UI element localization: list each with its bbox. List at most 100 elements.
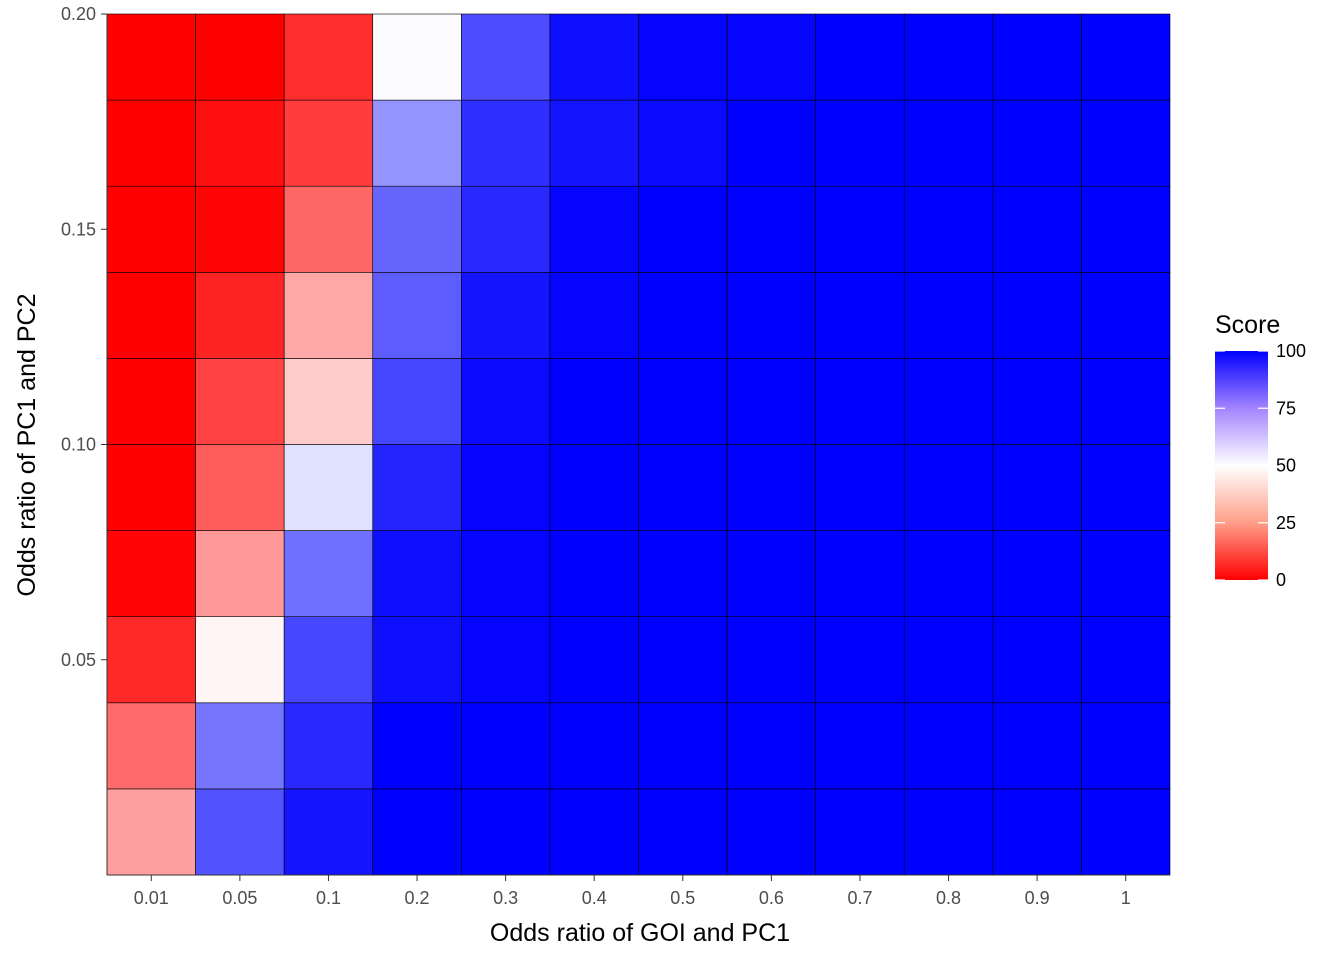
heatmap-cell	[726, 530, 816, 617]
heatmap-cell	[283, 530, 374, 617]
heatmap-cell	[903, 185, 994, 273]
heatmap-cell	[195, 530, 285, 617]
x-tick-label: 0.05	[222, 888, 257, 908]
heatmap-cell	[549, 271, 639, 359]
x-tick-label: 0.7	[847, 888, 872, 908]
heatmap-cell	[1081, 99, 1171, 187]
legend-tick-label: 50	[1276, 456, 1296, 476]
heatmap-cell	[283, 99, 374, 187]
heatmap-cell	[638, 99, 728, 187]
x-tick-label: 0.01	[134, 888, 169, 908]
heatmap-cell	[1081, 358, 1171, 445]
heatmap-cell	[106, 99, 196, 187]
heatmap-cell	[815, 530, 905, 617]
heatmap-cell	[992, 444, 1082, 531]
y-tick-label: 0.15	[61, 219, 96, 239]
heatmap-cell	[726, 185, 816, 273]
heatmap-cell	[815, 444, 905, 531]
x-tick-label: 0.6	[759, 888, 784, 908]
heatmap-cell	[815, 358, 905, 445]
heatmap-cell	[726, 444, 816, 531]
heatmap-cell	[549, 702, 639, 790]
heatmap-cell	[903, 99, 994, 187]
y-tick-label: 0.10	[61, 435, 96, 455]
legend-title: Score	[1215, 311, 1280, 339]
heatmap-cell	[106, 702, 196, 790]
heatmap-cell	[106, 13, 196, 101]
color-legend: Score 0 25 50 75 100	[1215, 311, 1306, 590]
heatmap-cell	[726, 13, 816, 101]
heatmap-cell	[992, 13, 1082, 101]
heatmap-cell	[638, 358, 728, 445]
heatmap-cell	[992, 271, 1082, 359]
heatmap-cell	[726, 788, 816, 876]
heatmap-cell	[726, 616, 816, 704]
heatmap-cell	[992, 185, 1082, 273]
heatmap-cell	[638, 788, 728, 876]
heatmap-cell	[106, 185, 196, 273]
heatmap-cell	[549, 358, 639, 445]
heatmap-cell	[726, 99, 816, 187]
heatmap-cell	[1081, 530, 1171, 617]
heatmap-cell	[372, 358, 462, 445]
heatmap-cell	[992, 358, 1082, 445]
x-tick-label: 0.9	[1025, 888, 1050, 908]
heatmap-cell	[195, 788, 285, 876]
heatmap-cell	[815, 271, 905, 359]
heatmap-cell	[106, 788, 196, 876]
heatmap-cell	[283, 616, 374, 704]
heatmap-cell	[992, 616, 1082, 704]
heatmap-cell	[195, 616, 285, 704]
heatmap-cell	[638, 13, 728, 101]
heatmap-cell	[283, 358, 374, 445]
heatmap-cell	[992, 788, 1082, 876]
heatmap-cell	[195, 185, 285, 273]
heatmap-cell	[461, 271, 551, 359]
x-axis-title: Odds ratio of GOI and PC1	[490, 919, 790, 947]
heatmap-cell	[372, 99, 462, 187]
x-tick-label: 0.8	[936, 888, 961, 908]
x-tick-label: 0.4	[582, 888, 607, 908]
heatmap-cell	[106, 530, 196, 617]
heatmap-cell	[372, 444, 462, 531]
x-tick-label: 0.1	[316, 888, 341, 908]
heatmap-cell	[549, 530, 639, 617]
heatmap-cell	[638, 444, 728, 531]
heatmap-cell	[461, 358, 551, 445]
heatmap-cell	[283, 271, 374, 359]
legend-tick-label: 0	[1276, 570, 1286, 590]
heatmap-cell	[638, 616, 728, 704]
x-tick-label: 0.3	[493, 888, 518, 908]
heatmap-cell	[815, 702, 905, 790]
heatmap-cell	[461, 788, 551, 876]
heatmap-cell	[1081, 788, 1171, 876]
heatmap-cell	[815, 616, 905, 704]
heatmap-cell	[372, 271, 462, 359]
heatmap-cell	[372, 616, 462, 704]
heatmap-cell	[549, 99, 639, 187]
heatmap-cell	[903, 530, 994, 617]
heatmap-cell	[195, 444, 285, 531]
heatmap-cell	[461, 444, 551, 531]
heatmap-cell	[461, 185, 551, 273]
heatmap-cell	[283, 702, 374, 790]
heatmap-cell	[726, 358, 816, 445]
heatmap-cell	[283, 185, 374, 273]
heatmap-cell	[1081, 185, 1171, 273]
heatmap-cell	[461, 616, 551, 704]
y-tick-label: 0.05	[61, 650, 96, 670]
heatmap-cell	[992, 530, 1082, 617]
heatmap-cell	[106, 358, 196, 445]
legend-tick-label: 100	[1276, 341, 1306, 361]
heatmap-cell	[283, 788, 374, 876]
heatmap-cell	[992, 702, 1082, 790]
heatmap-cell	[815, 185, 905, 273]
heatmap-cell	[549, 444, 639, 531]
heatmap-cell	[549, 13, 639, 101]
heatmap-cells	[106, 13, 1171, 876]
heatmap-cell	[106, 271, 196, 359]
heatmap-cell	[372, 13, 462, 101]
heatmap-cell	[549, 788, 639, 876]
heatmap-cell	[1081, 702, 1171, 790]
